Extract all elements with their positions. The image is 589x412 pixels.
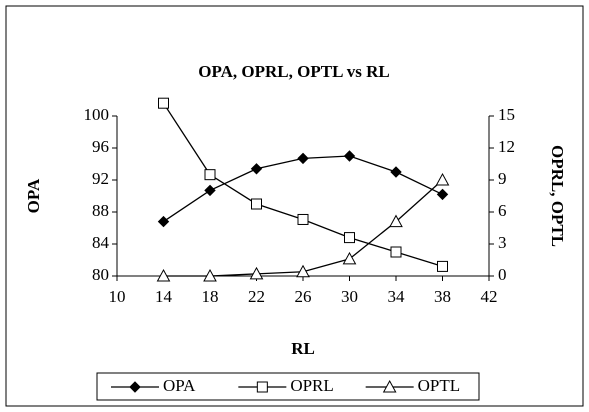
legend-label: OPA: [163, 376, 196, 395]
data-point: [344, 232, 355, 244]
x-tick-label: 10: [109, 287, 126, 306]
legend-label: OPTL: [418, 376, 461, 395]
chart-title: OPA, OPRL, OPTL vs RL: [198, 62, 389, 81]
data-point: [390, 246, 402, 258]
data-point: [389, 214, 403, 228]
y-tick-label: 80: [92, 265, 109, 284]
x-tick-label: 30: [341, 287, 358, 306]
x-tick-label: 26: [295, 287, 312, 306]
y-tick-label: 100: [84, 105, 110, 124]
x-axis-label: RL: [291, 339, 315, 358]
y2-tick-label: 12: [498, 137, 515, 156]
y2-tick-label: 3: [498, 233, 507, 252]
data-point: [158, 97, 169, 109]
data-point: [437, 260, 448, 272]
data-point: [203, 268, 217, 282]
y2-tick-label: 15: [498, 105, 515, 124]
data-point: [250, 163, 263, 175]
y-tick-label: 88: [92, 201, 109, 220]
legend-marker: [129, 381, 141, 393]
data-point: [297, 213, 309, 225]
chart-frame: [5, 5, 584, 407]
data-point: [157, 215, 170, 228]
x-tick-label: 14: [155, 287, 173, 306]
data-point: [156, 268, 171, 282]
data-point: [297, 152, 309, 165]
legend-marker: [256, 381, 268, 393]
data-point: [204, 169, 216, 181]
y-tick-label: 92: [92, 169, 109, 188]
data-point: [251, 198, 262, 210]
y-axis-label: OPA: [24, 178, 43, 213]
y2-tick-label: 9: [498, 169, 507, 188]
legend-label: OPRL: [290, 376, 333, 395]
x-tick-label: 18: [202, 287, 219, 306]
data-point: [390, 166, 402, 178]
data-point: [204, 184, 216, 197]
y2-tick-label: 6: [498, 201, 507, 220]
data-point: [342, 251, 357, 265]
data-point: [436, 188, 449, 201]
x-tick-label: 38: [434, 287, 451, 306]
legend-box: [96, 372, 480, 401]
data-point: [249, 266, 264, 280]
y-tick-label: 84: [92, 233, 110, 252]
x-tick-label: 22: [248, 287, 265, 306]
y2-tick-label: 0: [498, 265, 507, 284]
x-tick-label: 34: [388, 287, 406, 306]
legend-marker: [382, 379, 397, 393]
data-point: [435, 172, 450, 186]
data-point: [296, 264, 310, 278]
y-tick-label: 96: [92, 137, 109, 156]
data-point: [343, 150, 356, 162]
y2-axis-label: OPRL, OPTL: [548, 145, 567, 247]
x-tick-label: 42: [481, 287, 498, 306]
